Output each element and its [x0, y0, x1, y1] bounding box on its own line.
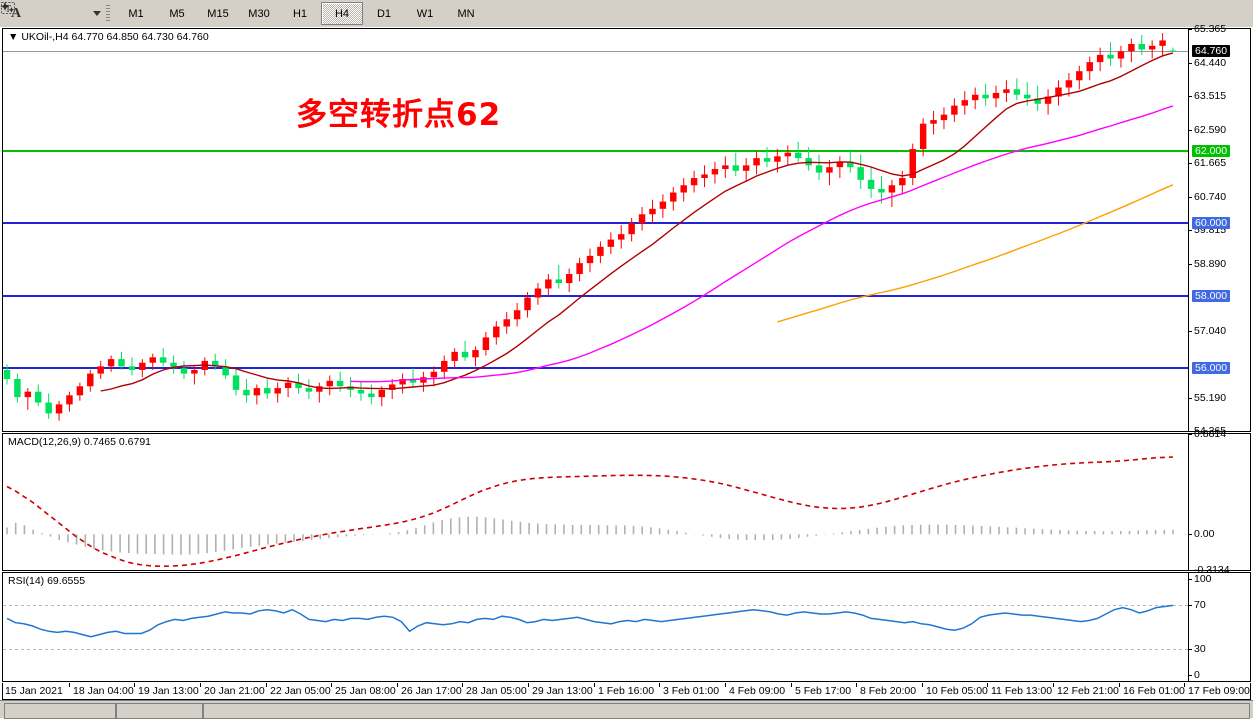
time-axis-label: 29 Jan 13:00 [532, 685, 593, 697]
time-axis-label: 3 Feb 01:00 [663, 685, 720, 697]
time-axis-label: 5 Feb 17:00 [795, 685, 852, 697]
candlestick-series [3, 33, 1177, 421]
time-axis-label: 19 Jan 13:00 [138, 685, 199, 697]
time-axis-label: 4 Feb 09:00 [729, 685, 786, 697]
collapse-arrow-icon[interactable]: ▼ [8, 31, 19, 43]
chart-annotation-text[interactable]: 多空转折点62 [296, 97, 502, 133]
timeframe-m15[interactable]: M15 [207, 7, 229, 20]
macd-axis[interactable]: 0.8814 0.00 -0.3134 [1188, 429, 1250, 575]
text-tool-icon[interactable]: A [10, 5, 22, 21]
time-axis-label: 22 Jan 05:00 [270, 685, 331, 697]
chart-frame: ▼ UKOil-,H4 64.770 64.850 64.730 64.760 … [0, 24, 1253, 700]
price-level-line-56-000[interactable] [3, 367, 1188, 370]
time-axis-separator [922, 683, 923, 687]
time-axis-separator [397, 683, 398, 687]
time-axis-separator [134, 683, 135, 687]
price-level-line-60-000[interactable] [3, 222, 1188, 225]
time-axis-label: 26 Jan 17:00 [401, 685, 462, 697]
time-axis-separator [331, 683, 332, 687]
time-axis-separator [266, 683, 267, 687]
objects-tool-icon[interactable] [0, 2, 87, 25]
macd-signal-line [6, 456, 1174, 568]
svg-text:T: T [5, 4, 11, 15]
price-axis[interactable]: 65.365 64.440 63.515 62.590 61.665 60.740 59.8… [1188, 24, 1250, 436]
timeframe-m5[interactable]: M5 [169, 7, 185, 20]
time-axis-separator [791, 683, 792, 687]
time-axis-separator [594, 683, 595, 687]
price-plot-area[interactable]: 多空转折点62 [3, 29, 1188, 431]
time-axis-separator [725, 683, 726, 687]
rsi-plot-area[interactable] [3, 573, 1188, 681]
time-axis-label: 10 Feb 05:00 [926, 685, 988, 697]
price-level-label-60-000[interactable]: 60.000 [1192, 217, 1231, 230]
objects-dropdown-caret-icon[interactable] [90, 3, 102, 25]
time-axis-separator [200, 683, 201, 687]
ma-fast-line [100, 52, 1174, 392]
price-level-line-58-000[interactable] [3, 294, 1188, 297]
price-level-label-62-000[interactable]: 62.000 [1192, 144, 1231, 157]
timeframe-m1[interactable]: M1 [128, 7, 144, 20]
time-axis-separator [987, 683, 988, 687]
time-axis-separator [1184, 683, 1185, 687]
macd-series [6, 456, 1174, 568]
timeframe-group: M1 M5 M15 M30 H1 H4 D1 W1 MN [116, 2, 487, 25]
timeframe-h4[interactable]: H4 [321, 2, 363, 25]
time-axis-label: 15 Jan 2021 [5, 685, 63, 697]
time-axis-separator [1053, 683, 1054, 687]
time-axis-label: 1 Feb 16:00 [598, 685, 655, 697]
time-axis-separator [659, 683, 660, 687]
rsi-series [6, 604, 1174, 638]
time-axis-separator [528, 683, 529, 687]
symbol-ohlc-label: ▼ UKOil-,H4 64.770 64.850 64.730 64.760 [8, 31, 209, 43]
status-bar [0, 700, 1253, 719]
rsi-gridline-30 [3, 648, 1188, 650]
ma-mid-line [350, 105, 1174, 383]
timeframe-h1[interactable]: H1 [292, 7, 308, 20]
rsi-pane[interactable]: RSI(14) 69.6555 100 70 30 0 [2, 572, 1251, 682]
rsi-axis[interactable]: 100 70 30 0 [1188, 573, 1250, 681]
time-axis[interactable]: 15 Jan 2021 18 Jan 04:00 19 Jan 13:00 20 Ja… [2, 683, 1251, 700]
current-price-line [3, 50, 1188, 52]
rsi-line [6, 604, 1174, 638]
time-axis-separator [1119, 683, 1120, 687]
macd-label: MACD(12,26,9) 0.7465 0.6791 [8, 436, 152, 448]
time-axis-label: 28 Jan 05:00 [466, 685, 527, 697]
time-axis-label: 18 Jan 04:00 [73, 685, 134, 697]
price-level-label-58-000[interactable]: 58.000 [1192, 289, 1231, 302]
timeframe-w1[interactable]: W1 [416, 7, 434, 20]
time-axis-label: 16 Feb 01:00 [1123, 685, 1185, 697]
rsi-label: RSI(14) 69.6555 [8, 575, 86, 587]
toolbar: A T M1 M5 M15 M30 H1 H4 D1 W1 MN [0, 0, 1253, 28]
label-tool-icon[interactable]: T [1, 2, 58, 25]
timeframe-d1[interactable]: D1 [376, 7, 392, 20]
time-axis-label: 8 Feb 20:00 [860, 685, 917, 697]
timeframe-mn[interactable]: MN [457, 7, 475, 20]
macd-pane[interactable]: MACD(12,26,9) 0.7465 0.6791 0.8814 0.00 -0… [2, 429, 1251, 575]
macd-plot-area[interactable] [3, 434, 1188, 570]
price-level-label-56-000[interactable]: 56.000 [1192, 362, 1231, 375]
time-axis-label: 17 Feb 09:00 [1188, 685, 1250, 697]
price-pane[interactable]: ▼ UKOil-,H4 64.770 64.850 64.730 64.760 … [2, 24, 1251, 436]
time-axis-separator [856, 683, 857, 687]
time-axis-label: 11 Feb 13:00 [991, 685, 1053, 697]
price-level-line-62-000[interactable] [3, 149, 1188, 152]
time-axis-separator [69, 683, 70, 687]
current-price-label: 64.760 [1192, 44, 1231, 57]
timeframe-m30[interactable]: M30 [248, 7, 270, 20]
ma-slow-line [777, 184, 1174, 323]
time-axis-label: 25 Jan 08:00 [335, 685, 396, 697]
toolbar-grip[interactable] [106, 4, 110, 23]
rsi-gridline-70 [3, 605, 1188, 607]
time-axis-separator [462, 683, 463, 687]
time-axis-label: 20 Jan 21:00 [204, 685, 265, 697]
time-axis-label: 12 Feb 21:00 [1057, 685, 1119, 697]
